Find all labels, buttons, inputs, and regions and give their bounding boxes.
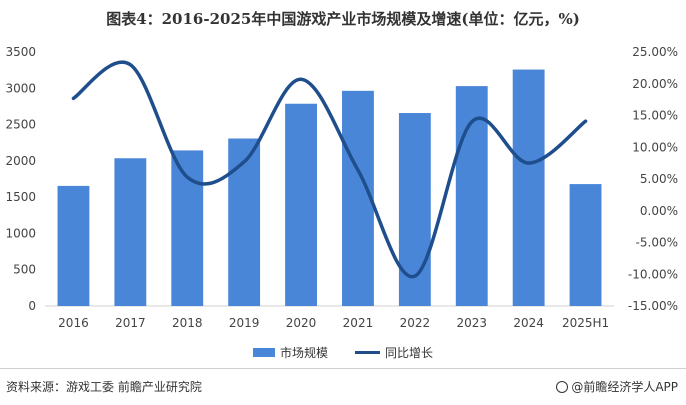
right-tick-label: 0.00% <box>640 204 678 218</box>
brand-label: @前瞻经济学人APP <box>571 380 678 394</box>
x-tick-label: 2021 <box>343 316 374 330</box>
right-tick-label: -10.00% <box>628 267 678 281</box>
x-tick-label: 2017 <box>115 316 146 330</box>
x-axis: 2016 2017 2018 2019 2020 2021 2022 2023 2024 2025… <box>58 316 609 330</box>
x-tick-label: 2024 <box>513 316 544 330</box>
legend-line-label: 同比增长 <box>385 346 433 360</box>
bar-series <box>58 70 602 306</box>
bar <box>285 104 317 306</box>
bar <box>513 70 545 306</box>
right-tick-label: 25.00% <box>632 45 678 59</box>
bar <box>58 186 90 306</box>
growth-line <box>73 62 585 277</box>
bar <box>570 184 602 306</box>
left-tick-label: 3000 <box>5 81 36 95</box>
left-tick-label: 2500 <box>5 118 36 132</box>
left-tick-label: 3500 <box>5 45 36 59</box>
x-tick-label: 2016 <box>58 316 89 330</box>
x-tick-label: 2018 <box>172 316 203 330</box>
legend-bar-label: 市场规模 <box>280 345 328 360</box>
left-tick-label: 1000 <box>5 226 36 240</box>
right-tick-label: 20.00% <box>632 77 678 91</box>
combo-chart: 0 500 1000 1500 2000 2500 3000 3500 -15.00% -10.… <box>0 0 686 368</box>
x-tick-label: 2020 <box>286 316 317 330</box>
left-tick-label: 500 <box>13 263 36 277</box>
line-series <box>73 62 585 277</box>
x-tick-label: 2025H1 <box>562 316 609 330</box>
left-tick-label: 0 <box>28 299 36 313</box>
bar <box>114 158 146 306</box>
x-tick-label: 2022 <box>400 316 431 330</box>
right-tick-label: 15.00% <box>632 109 678 123</box>
right-axis: -15.00% -10.00% -5.00% 0.00% 5.00% 10.00% 15.0… <box>628 45 678 313</box>
right-tick-label: -5.00% <box>636 236 678 250</box>
source-note: 资料来源：游戏工委 前瞻产业研究院 <box>6 378 202 395</box>
footer: 资料来源：游戏工委 前瞻产业研究院 @前瞻经济学人APP <box>0 368 686 405</box>
x-tick-label: 2019 <box>229 316 260 330</box>
right-tick-label: 10.00% <box>632 140 678 154</box>
bar <box>171 150 203 306</box>
left-tick-label: 2000 <box>5 154 36 168</box>
legend: 市场规模 同比增长 <box>253 345 433 360</box>
right-tick-label: 5.00% <box>640 172 678 186</box>
x-tick-label: 2023 <box>456 316 487 330</box>
brand-credit: @前瞻经济学人APP <box>556 378 678 395</box>
legend-bar-swatch <box>253 348 275 357</box>
left-tick-label: 1500 <box>5 190 36 204</box>
right-tick-label: -15.00% <box>628 299 678 313</box>
brand-logo-icon <box>556 381 568 393</box>
